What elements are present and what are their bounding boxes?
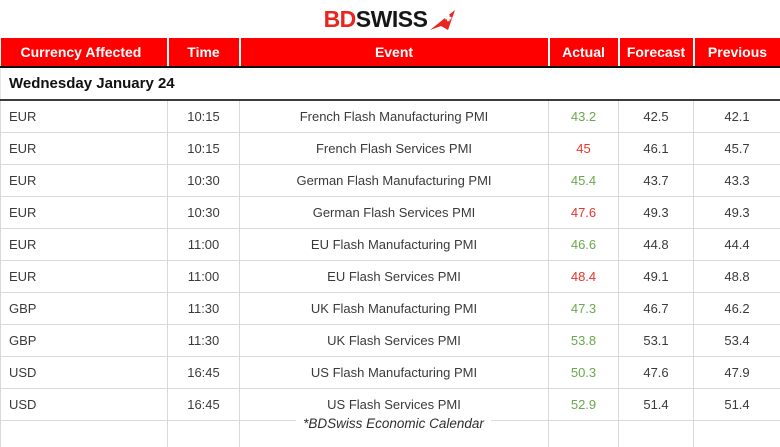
actual-cell: 45.4: [548, 164, 619, 197]
col-header-forecast: Forecast: [617, 38, 694, 68]
logo-text-bd: BD: [323, 5, 357, 32]
forecast-cell: 49.3: [618, 196, 694, 229]
actual-cell: 43.2: [548, 100, 619, 133]
currency-cell: EUR: [0, 260, 168, 293]
forecast-cell: 42.5: [618, 100, 694, 133]
previous-cell: 53.4: [693, 324, 780, 357]
time-cell: 10:30: [167, 164, 240, 197]
calendar-table: Currency Affected Time Event Actual Fore…: [0, 38, 780, 447]
col-header-previous: Previous: [692, 38, 780, 68]
table-row: GBP 11:30 UK Flash Services PMI 53.8 53.…: [0, 324, 780, 357]
actual-cell: 46.6: [548, 228, 619, 261]
currency-cell: GBP: [0, 324, 168, 357]
forecast-cell: 44.8: [618, 228, 694, 261]
paper-plane-icon: [430, 9, 456, 30]
table-row: EUR 11:00 EU Flash Services PMI 48.4 49.…: [0, 260, 780, 293]
previous-cell: 48.8: [693, 260, 780, 293]
currency-cell: EUR: [0, 196, 168, 229]
previous-cell: 47.9: [693, 356, 780, 389]
previous-cell: 42.1: [693, 100, 780, 133]
actual-cell: 47.6: [548, 196, 619, 229]
actual-cell: 45: [548, 132, 619, 165]
currency-cell: EUR: [0, 100, 168, 133]
currency-cell: GBP: [0, 292, 168, 325]
time-cell: 16:45: [167, 388, 240, 421]
event-cell: US Flash Manufacturing PMI: [239, 356, 549, 389]
actual-cell: 48.4: [548, 260, 619, 293]
table-row: EUR 10:15 French Flash Services PMI 45 4…: [0, 132, 780, 165]
previous-cell: 44.4: [693, 228, 780, 261]
actual-cell: 47.3: [548, 292, 619, 325]
previous-cell: 51.4: [693, 388, 780, 421]
table-row: USD 16:45 US Flash Manufacturing PMI 50.…: [0, 356, 780, 389]
event-cell: UK Flash Services PMI: [239, 324, 549, 357]
date-header-row: Wednesday January 24: [0, 67, 780, 101]
actual-cell: 53.8: [548, 324, 619, 357]
table-row: GBP 11:30 UK Flash Manufacturing PMI 47.…: [0, 292, 780, 325]
time-cell: 16:45: [167, 356, 240, 389]
forecast-cell: 43.7: [618, 164, 694, 197]
actual-cell: 52.9: [548, 388, 619, 421]
logo-text-swiss: SWISS: [355, 5, 428, 32]
currency-cell: USD: [0, 356, 168, 389]
time-cell: 10:30: [167, 196, 240, 229]
previous-cell: 43.3: [693, 164, 780, 197]
table-row: EUR 10:30 German Flash Manufacturing PMI…: [0, 164, 780, 197]
event-cell: German Flash Manufacturing PMI: [239, 164, 549, 197]
forecast-cell: 46.1: [618, 132, 694, 165]
col-header-currency: Currency Affected: [0, 38, 168, 68]
forecast-cell: 46.7: [618, 292, 694, 325]
currency-cell: EUR: [0, 132, 168, 165]
previous-cell: 49.3: [693, 196, 780, 229]
table-header-row: Currency Affected Time Event Actual Fore…: [0, 38, 780, 68]
empty-row: [0, 420, 780, 447]
forecast-cell: 49.1: [618, 260, 694, 293]
time-cell: 10:15: [167, 132, 240, 165]
table-row: EUR 10:30 German Flash Services PMI 47.6…: [0, 196, 780, 229]
table-row: USD 16:45 US Flash Services PMI 52.9 51.…: [0, 388, 780, 421]
event-cell: French Flash Services PMI: [239, 132, 549, 165]
forecast-cell: 53.1: [618, 324, 694, 357]
time-cell: 11:00: [167, 228, 240, 261]
event-cell: German Flash Services PMI: [239, 196, 549, 229]
event-cell: US Flash Services PMI: [239, 388, 549, 421]
currency-cell: EUR: [0, 164, 168, 197]
event-cell: EU Flash Services PMI: [239, 260, 549, 293]
table-row: EUR 10:15 French Flash Manufacturing PMI…: [0, 100, 780, 133]
date-header: Wednesday January 24: [0, 67, 780, 101]
currency-cell: EUR: [0, 228, 168, 261]
actual-cell: 50.3: [548, 356, 619, 389]
time-cell: 11:30: [167, 292, 240, 325]
forecast-cell: 51.4: [618, 388, 694, 421]
col-header-event: Event: [238, 38, 549, 68]
event-cell: UK Flash Manufacturing PMI: [239, 292, 549, 325]
time-cell: 11:30: [167, 324, 240, 357]
event-cell: French Flash Manufacturing PMI: [239, 100, 549, 133]
currency-cell: USD: [0, 388, 168, 421]
time-cell: 10:15: [167, 100, 240, 133]
previous-cell: 45.7: [693, 132, 780, 165]
table-row: EUR 11:00 EU Flash Manufacturing PMI 46.…: [0, 228, 780, 261]
col-header-time: Time: [166, 38, 240, 68]
col-header-actual: Actual: [547, 38, 619, 68]
time-cell: 11:00: [167, 260, 240, 293]
previous-cell: 46.2: [693, 292, 780, 325]
bdswiss-logo: BD SWISS: [323, 5, 457, 32]
event-cell: EU Flash Manufacturing PMI: [239, 228, 549, 261]
forecast-cell: 47.6: [618, 356, 694, 389]
logo-bar: BD SWISS: [0, 0, 780, 38]
